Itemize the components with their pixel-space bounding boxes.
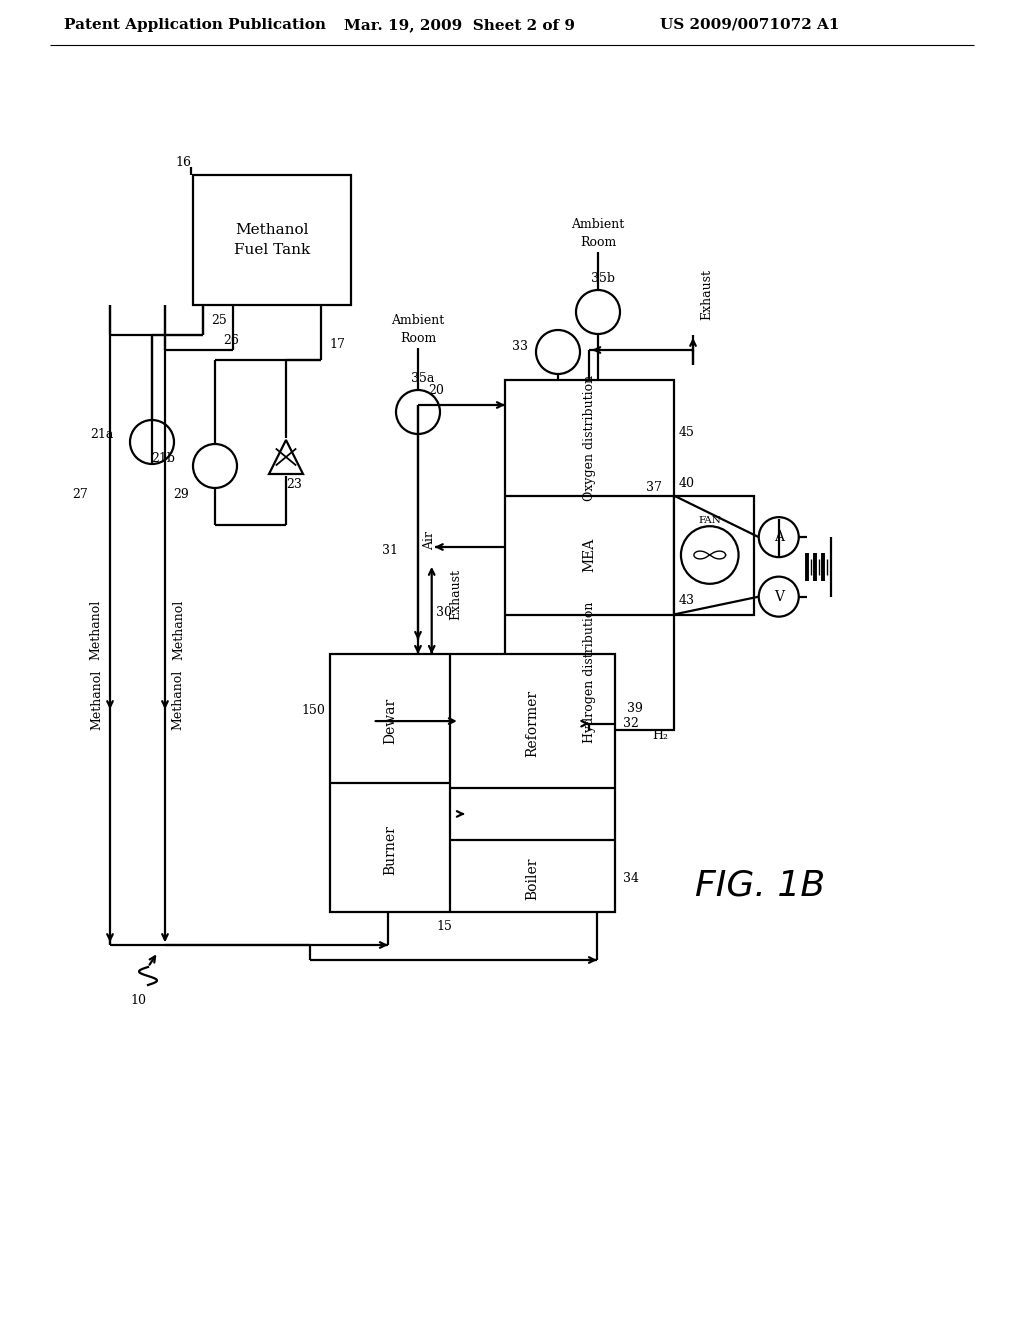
Text: Dewar: Dewar [383, 698, 397, 744]
Bar [674, 495, 754, 615]
Text: 25: 25 [211, 314, 226, 326]
Text: 23: 23 [286, 478, 302, 491]
Text: 40: 40 [679, 477, 694, 490]
Text: A: A [774, 531, 783, 544]
Text: 10: 10 [130, 994, 146, 1006]
Text: 16: 16 [175, 157, 191, 169]
Text: 35b: 35b [591, 272, 615, 285]
Text: Fuel Tank: Fuel Tank [233, 243, 310, 257]
Text: Oxygen distribution: Oxygen distribution [583, 375, 596, 500]
Text: V: V [774, 590, 783, 603]
Text: Air: Air [424, 531, 436, 549]
Text: Burner: Burner [383, 825, 397, 875]
Text: FIG. 1B: FIG. 1B [695, 869, 825, 902]
Text: 34: 34 [623, 873, 639, 884]
Text: Exhaust: Exhaust [450, 569, 462, 619]
Text: FAN: FAN [698, 516, 721, 525]
Text: 27: 27 [73, 488, 88, 502]
Text: 20: 20 [428, 384, 444, 396]
Text: Methanol: Methanol [171, 669, 184, 730]
Text: 29: 29 [173, 488, 188, 502]
Circle shape [130, 420, 174, 465]
Text: Room: Room [580, 235, 616, 248]
Circle shape [396, 389, 440, 434]
Circle shape [536, 330, 580, 374]
Bar [505, 380, 674, 730]
Text: 21a: 21a [91, 428, 114, 441]
Text: 21b: 21b [151, 451, 175, 465]
Text: Methanol: Methanol [172, 599, 185, 660]
Text: Methanol: Methanol [89, 599, 102, 660]
Text: Boiler: Boiler [525, 857, 540, 900]
Text: Methanol: Methanol [90, 669, 103, 730]
Text: 30: 30 [435, 606, 452, 619]
Bar [330, 653, 615, 912]
Text: Methanol: Methanol [236, 223, 309, 238]
Text: Mar. 19, 2009  Sheet 2 of 9: Mar. 19, 2009 Sheet 2 of 9 [344, 18, 575, 32]
Text: Ambient: Ambient [391, 314, 444, 326]
Text: 17: 17 [329, 338, 345, 351]
Circle shape [681, 527, 738, 583]
Text: Reformer: Reformer [525, 690, 540, 758]
Text: Hydrogen distribution: Hydrogen distribution [583, 602, 596, 743]
Text: 33: 33 [512, 341, 528, 354]
Text: 31: 31 [382, 544, 398, 557]
Circle shape [575, 290, 620, 334]
Text: 15: 15 [437, 920, 453, 933]
Text: 37: 37 [646, 480, 662, 494]
Text: 32: 32 [623, 717, 639, 730]
Bar [193, 176, 351, 305]
Text: H₂: H₂ [652, 729, 668, 742]
Text: Ambient: Ambient [571, 219, 625, 231]
Text: MEA: MEA [583, 537, 596, 572]
Text: 35a: 35a [412, 371, 434, 384]
Text: Exhaust: Exhaust [700, 269, 714, 321]
Text: 43: 43 [679, 594, 694, 607]
Circle shape [759, 517, 799, 557]
Circle shape [759, 577, 799, 616]
Text: 26: 26 [223, 334, 239, 346]
Circle shape [193, 444, 237, 488]
Text: US 2009/0071072 A1: US 2009/0071072 A1 [660, 18, 840, 32]
Text: 45: 45 [679, 426, 694, 440]
Text: Patent Application Publication: Patent Application Publication [63, 18, 326, 32]
Text: 150: 150 [301, 705, 325, 717]
Text: Room: Room [400, 331, 436, 345]
Text: 39: 39 [627, 702, 643, 715]
